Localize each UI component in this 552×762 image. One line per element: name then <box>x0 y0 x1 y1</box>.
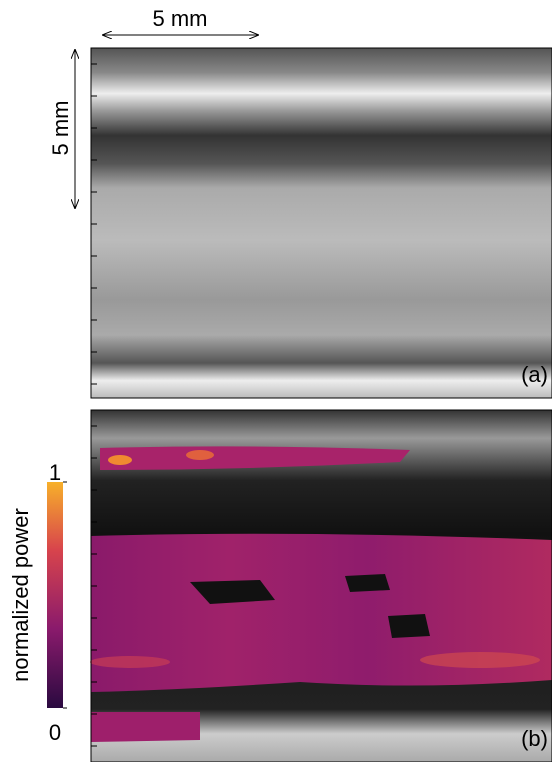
scale-label-h: 5 mm <box>153 6 208 31</box>
colorbar <box>47 482 63 708</box>
panel-label: (a) <box>521 362 548 387</box>
panel-a: (a) <box>90 47 552 399</box>
power-region <box>91 712 200 742</box>
power-region <box>100 446 410 470</box>
colorbar-tick-label: 1 <box>49 460 61 485</box>
ultrasound-image <box>91 48 552 398</box>
frame <box>90 47 552 399</box>
power-hotspot <box>90 656 170 668</box>
shadow <box>388 614 430 638</box>
colorbar-tick-label: 0 <box>49 720 61 745</box>
power-region <box>91 533 552 692</box>
power-hotspot <box>420 652 540 668</box>
panel-b: (b) <box>90 409 552 762</box>
power-hotspot <box>108 455 132 465</box>
shadow <box>345 574 390 592</box>
shadow <box>190 580 275 604</box>
colorbar-label: normalized power <box>8 508 33 682</box>
scale-label-v: 5 mm <box>48 101 73 156</box>
panel-label: (b) <box>521 726 548 751</box>
power-hotspot <box>186 450 214 460</box>
